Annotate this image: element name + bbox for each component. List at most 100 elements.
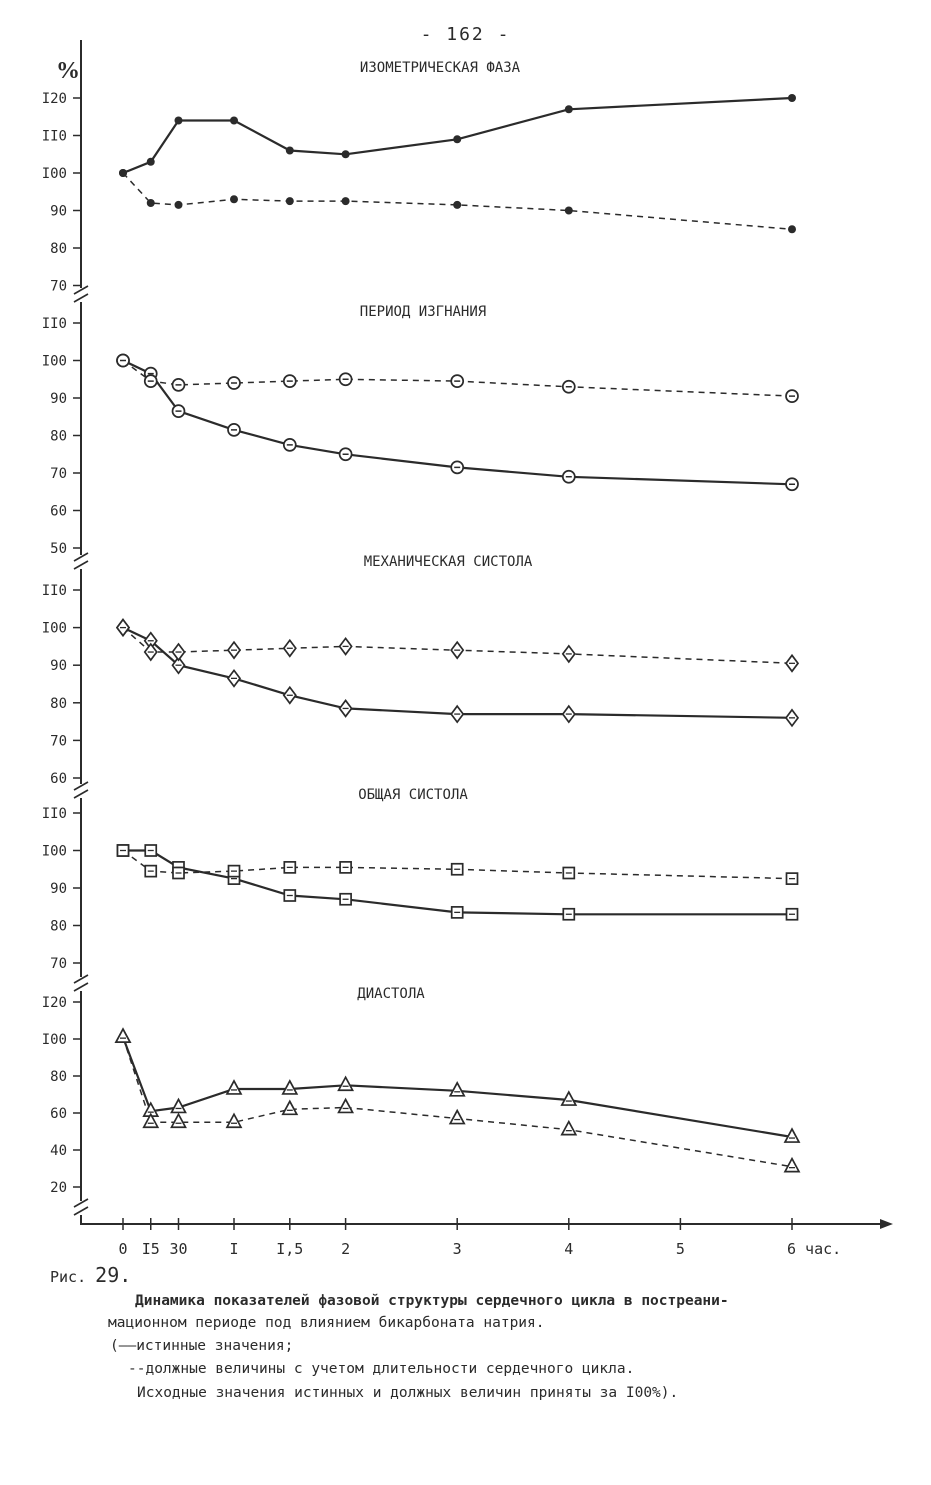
x-tick-label: 5 <box>676 1240 685 1258</box>
y-tick-label: 90 <box>50 881 67 897</box>
data-point-marker <box>337 1075 355 1092</box>
panel-title: ПЕРИОД ИЗГНАНИЯ <box>360 304 486 320</box>
axis-break-mark <box>73 552 89 562</box>
panel-1: ИЗОМЕТРИЧЕСКАЯ ФАЗА I20 II0 I00 90 80 70 <box>42 60 796 295</box>
y-tick-label: 90 <box>50 204 67 220</box>
panel-title: ИЗОМЕТРИЧЕСКАЯ ФАЗА <box>360 60 521 76</box>
data-point-marker <box>564 105 573 114</box>
data-point-marker <box>281 1079 299 1095</box>
y-tick-label: II0 <box>42 316 67 332</box>
legend-solid-line: (——истинные значения; <box>110 1338 294 1354</box>
x-axis-arrow <box>880 1219 893 1229</box>
x-tick-label: I <box>229 1240 238 1258</box>
data-point-marker <box>448 1081 466 1097</box>
data-point-marker <box>560 1090 578 1106</box>
data-point-marker <box>560 1119 578 1136</box>
figure-label: Рис. 29. <box>50 1263 131 1287</box>
panel-4: ОБЩАЯ СИСТОЛА II0 I00 90 80 70 <box>42 787 799 972</box>
y-tick-label: 70 <box>50 466 67 482</box>
y-tick-label: I00 <box>42 1032 67 1048</box>
figure-label-prefix: Рис. <box>50 1268 87 1286</box>
y-tick-label: 80 <box>50 1069 67 1085</box>
data-point-marker <box>142 1112 160 1129</box>
y-tick-label: 80 <box>50 919 67 935</box>
data-point-marker <box>453 200 462 209</box>
data-point-marker <box>281 1099 299 1116</box>
data-point-marker <box>119 169 127 177</box>
y-tick-label: 70 <box>50 956 67 972</box>
data-point-marker <box>146 199 155 207</box>
y-tick-label: 40 <box>50 1143 67 1159</box>
panel-title: МЕХАНИЧЕСКАЯ СИСТОЛА <box>364 554 533 570</box>
axis-break-mark <box>73 560 89 570</box>
data-point-marker <box>285 197 294 206</box>
series-line-dashed <box>122 1036 793 1168</box>
panel-title: ОБЩАЯ СИСТОЛА <box>358 787 468 803</box>
x-tick-label: 3 <box>453 1240 462 1258</box>
data-point-marker <box>230 116 238 125</box>
data-point-marker <box>170 1097 187 1114</box>
data-point-marker <box>146 157 155 166</box>
y-tick-label: I20 <box>42 995 67 1011</box>
data-point-marker <box>448 1108 466 1125</box>
axis-break-mark <box>73 781 89 791</box>
y-tick-label: II0 <box>42 129 67 145</box>
y-tick-label: 80 <box>50 696 67 712</box>
y-tick-label: I00 <box>42 354 67 370</box>
y-tick-label: 90 <box>50 658 67 674</box>
page-number: - 162 - <box>420 24 511 45</box>
x-tick-label: 4 <box>564 1240 573 1258</box>
y-tick-label: 80 <box>50 241 67 257</box>
x-tick-label: 0 <box>118 1240 127 1258</box>
data-point-marker <box>174 200 183 209</box>
y-tick-label: 50 <box>50 541 67 557</box>
y-tick-label: II0 <box>42 806 67 822</box>
y-tick-label: 70 <box>50 733 67 749</box>
y-tick-label: I20 <box>42 91 67 107</box>
legend-dashed-line: --должные величины с учетом длительности… <box>128 1361 635 1377</box>
data-point-marker <box>788 94 796 102</box>
x-tick-label: 30 <box>169 1240 187 1258</box>
x-tick-label: I5 <box>142 1240 160 1258</box>
panel-2: ПЕРИОД ИЗГНАНИЯ II0 I00 90 80 70 60 50 <box>42 304 799 557</box>
figure-label-number: 29. <box>95 1263 132 1287</box>
x-tick-label: 6 час. <box>787 1240 841 1258</box>
data-point-marker <box>225 1112 243 1129</box>
series-line-solid <box>123 849 792 916</box>
axis-break-mark <box>73 1206 89 1216</box>
data-point-marker <box>170 1112 187 1129</box>
data-point-marker <box>225 1079 243 1095</box>
panel-title: ДИАСТОЛА <box>357 986 425 1002</box>
series-line-solid <box>122 626 793 719</box>
data-point-marker <box>341 150 350 159</box>
y-tick-label: 20 <box>50 1180 67 1196</box>
y-tick-label: I00 <box>42 166 67 182</box>
data-point-marker <box>453 135 462 144</box>
panel-5: ДИАСТОЛА I20 I00 80 60 40 20 <box>42 986 801 1196</box>
axis-break-mark <box>73 285 89 295</box>
caption-line-1: Динамика показателей фазовой структуры с… <box>135 1293 729 1309</box>
panel-3: МЕХАНИЧЕСКАЯ СИСТОЛА II0 I00 90 80 70 60 <box>42 554 800 787</box>
y-tick-label: 70 <box>50 279 67 295</box>
y-tick-label: 60 <box>50 504 67 520</box>
axis-break-mark <box>73 293 89 303</box>
data-point-marker <box>230 195 238 204</box>
caption-line-2: мационном периоде под влиянием бикарбона… <box>108 1315 545 1331</box>
data-point-marker <box>337 1097 355 1114</box>
chart-figure: % 0 I5 30 I I,5 2 3 4 5 6 час. ИЗОМЕТРИЧЕСКАЯ ФАЗА I… <box>42 40 893 1258</box>
data-point-marker <box>783 1127 801 1143</box>
data-point-marker <box>174 116 183 125</box>
y-unit-label: % <box>56 58 80 84</box>
axis-break-mark <box>73 1198 89 1208</box>
x-tick-label: 2 <box>341 1240 350 1258</box>
axis-break-mark <box>73 982 89 992</box>
data-point-marker <box>788 225 796 234</box>
data-point-marker <box>341 197 350 206</box>
data-point-marker <box>114 1027 132 1043</box>
y-tick-label: 90 <box>50 391 67 407</box>
y-tick-label: II0 <box>42 583 67 599</box>
caption-note: Исходные значения истинных и должных вел… <box>137 1385 679 1401</box>
y-tick-label: 60 <box>50 1106 67 1122</box>
y-tick-label: I00 <box>42 621 67 637</box>
y-tick-label: 60 <box>50 771 67 787</box>
